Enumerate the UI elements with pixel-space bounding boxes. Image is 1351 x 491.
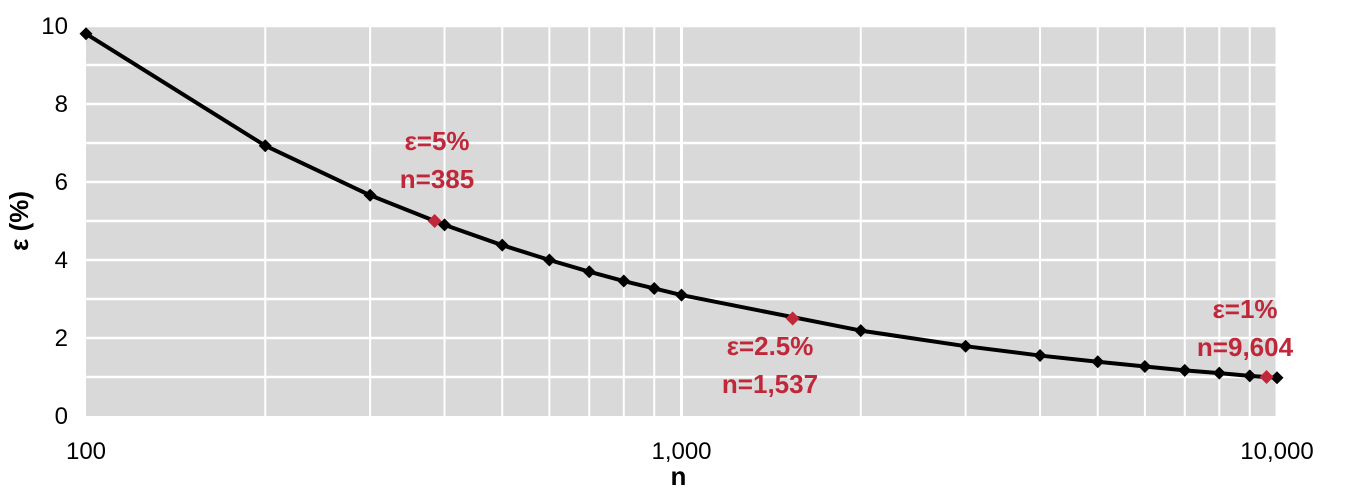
data-point-marker — [959, 339, 973, 353]
data-point-marker — [1033, 349, 1047, 363]
data-point-marker — [675, 288, 688, 302]
y-tick-label: 0 — [55, 403, 68, 430]
data-point-marker — [854, 324, 868, 338]
x-axis-title: n — [671, 461, 687, 491]
highlight-point-marker — [785, 311, 800, 326]
highlight-points: ε=5% n=385 ε=2.5% n=1,537 ε=1% n=9,604 — [400, 126, 1294, 399]
highlight-annotation-label: ε=1% — [1212, 294, 1277, 324]
highlight-annotation-label: n=1,537 — [722, 369, 818, 399]
data-point-marker — [1138, 359, 1152, 373]
x-tick-label: 1,000 — [651, 438, 711, 465]
data-point-marker — [647, 281, 661, 295]
y-tick-label: 10 — [41, 13, 68, 40]
x-tick-label: 10,000 — [1240, 438, 1313, 465]
y-axis-title: ε (%) — [4, 191, 34, 251]
y-tick-label: 8 — [55, 91, 68, 118]
highlight-point-marker — [427, 214, 442, 228]
y-tick-label: 2 — [55, 325, 68, 352]
x-tick-label: 100 — [66, 438, 106, 465]
highlight-annotation-label: n=9,604 — [1197, 332, 1294, 362]
data-point-marker — [363, 188, 377, 202]
data-point-marker — [438, 218, 452, 232]
data-point-marker — [1091, 355, 1105, 369]
data-point-marker — [1212, 366, 1226, 380]
data-point-marker — [617, 274, 631, 288]
highlight-point-marker — [1259, 370, 1274, 384]
data-point-marker — [582, 265, 596, 279]
highlight-annotation-label: n=385 — [400, 164, 474, 194]
data-point-marker — [542, 253, 556, 267]
data-point-marker — [495, 238, 509, 252]
data-point-marker — [258, 139, 272, 153]
data-point-marker — [1243, 369, 1257, 383]
data-point-marker — [1178, 363, 1192, 377]
tick-labels: 100 1,000 10,000 0 2 4 6 8 10 — [41, 13, 1313, 465]
y-tick-label: 6 — [55, 169, 68, 196]
data-point-marker — [79, 27, 93, 41]
y-tick-label: 4 — [55, 247, 68, 274]
highlight-annotation-label: ε=5% — [404, 126, 469, 156]
highlight-annotation-label: ε=2.5% — [727, 331, 814, 361]
series-line — [79, 27, 1284, 385]
data-point-marker — [1270, 371, 1284, 385]
